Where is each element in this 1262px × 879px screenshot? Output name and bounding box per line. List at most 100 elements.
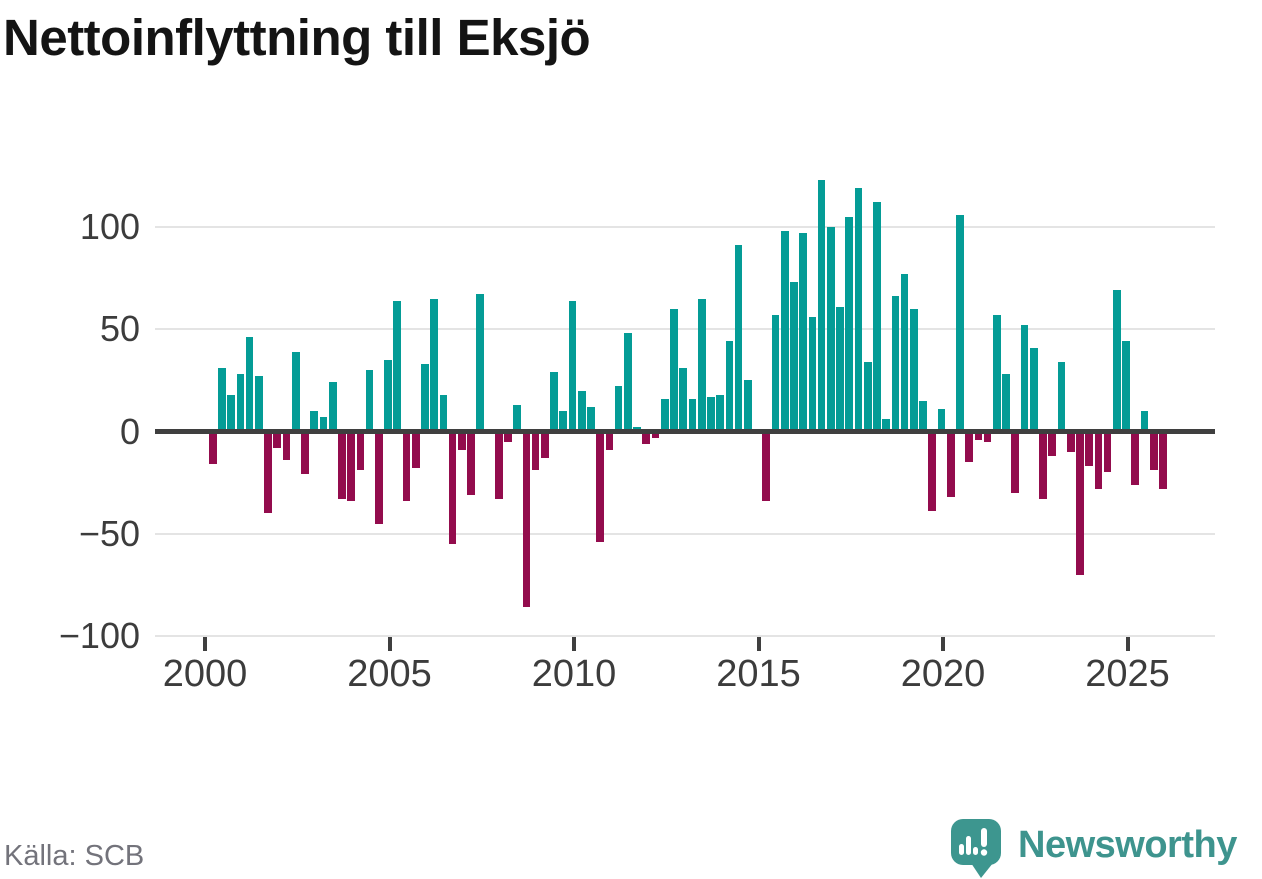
bar-quarter <box>568 300 577 432</box>
bar-quarter <box>273 431 282 448</box>
bar-quarter <box>365 370 374 432</box>
bar-quarter <box>559 411 568 432</box>
bar-quarter <box>863 361 872 432</box>
bar-quarter <box>347 431 355 502</box>
bar-quarter <box>799 233 807 432</box>
bar-quarter <box>624 333 632 432</box>
bar-quarter <box>790 282 798 432</box>
bar-quarter <box>282 431 291 461</box>
bar-quarter <box>817 179 826 432</box>
bar-quarter <box>891 296 900 432</box>
bar-quarter <box>734 245 743 432</box>
bar-quarter <box>900 273 909 432</box>
bar-quarter <box>587 406 595 432</box>
bar-quarter <box>771 314 780 432</box>
bar-quarter <box>873 202 881 432</box>
bar-quarter <box>1048 431 1057 457</box>
bar-quarter <box>965 431 974 463</box>
bar-quarter <box>1039 431 1047 500</box>
bar-quarter <box>780 230 789 432</box>
bar-quarter <box>993 314 1001 432</box>
x-axis-tick <box>1125 637 1130 651</box>
y-gridline <box>155 635 1215 638</box>
bar-quarter <box>476 294 485 432</box>
bar-quarter <box>1094 431 1103 489</box>
bar-quarter <box>421 363 429 432</box>
bar-quarter <box>1066 431 1075 452</box>
bar-quarter <box>605 431 614 450</box>
bar-quarter <box>910 308 918 432</box>
y-axis-label: 0 <box>119 410 140 452</box>
bar-quarter <box>1085 431 1093 467</box>
bar-quarter <box>328 382 337 432</box>
bar-quarter <box>937 408 946 432</box>
bar-quarter <box>338 431 346 500</box>
bar-quarter <box>882 419 890 432</box>
x-axis-label: 2010 <box>531 653 617 695</box>
bar-quarter <box>642 431 651 444</box>
bar-quarter <box>384 359 392 432</box>
bar-quarter <box>1057 361 1066 432</box>
newsworthy-logo-icon <box>950 818 1002 879</box>
bar-quarter <box>956 214 964 432</box>
y-axis-label: 100 <box>79 205 140 247</box>
bar-quarter <box>1149 431 1158 471</box>
bar-quarter <box>448 431 457 545</box>
y-axis-label: −100 <box>58 615 140 657</box>
bar-quarter <box>716 394 724 432</box>
y-axis-label: 50 <box>99 308 140 350</box>
bar-quarter <box>550 372 558 432</box>
bar-quarter <box>356 431 365 471</box>
x-axis-label: 2005 <box>347 653 432 695</box>
chart-title: Nettoinflyttning till Eksjö <box>3 9 591 66</box>
bar-quarter <box>660 398 669 432</box>
bar-quarter <box>522 431 531 608</box>
bar-quarter <box>457 431 466 450</box>
bar-quarter <box>1076 431 1084 575</box>
bar-quarter <box>919 400 927 432</box>
bar-quarter <box>218 368 226 432</box>
y-gridline <box>155 532 1215 535</box>
y-axis-label: −50 <box>78 512 140 554</box>
bar-quarter <box>245 337 254 432</box>
bar-quarter <box>1011 431 1020 493</box>
bar-quarter <box>614 386 623 432</box>
bar-quarter <box>707 396 715 432</box>
bar-quarter <box>541 431 549 459</box>
bar-quarter <box>1103 431 1112 473</box>
x-axis-label: 2025 <box>1085 653 1170 695</box>
bar-quarter <box>319 417 328 432</box>
bar-quarter <box>697 298 706 432</box>
bar-quarter <box>255 376 263 432</box>
bar-quarter <box>1122 341 1130 432</box>
bar-quarter <box>393 300 402 432</box>
bar-quarter <box>430 298 438 432</box>
bar-quarter <box>845 216 854 432</box>
bar-quarter <box>494 431 503 500</box>
newsworthy-branding: Newsworthy <box>950 818 1237 879</box>
bar-quarter <box>467 431 475 495</box>
bar-quarter <box>504 431 512 442</box>
bar-quarter <box>679 368 688 432</box>
bar-quarter <box>946 431 955 497</box>
newsworthy-wordmark: Newsworthy <box>1018 824 1237 866</box>
bar-quarter <box>513 404 521 432</box>
x-axis-label: 2000 <box>162 653 248 695</box>
bar-quarter <box>983 431 992 442</box>
bar-quarter <box>374 431 383 524</box>
x-axis-tick <box>756 637 761 651</box>
bar-quarter <box>596 431 605 542</box>
bar-quarter <box>411 431 420 469</box>
x-axis-tick <box>203 637 207 651</box>
bar-quarter <box>670 308 678 432</box>
x-axis-tick <box>387 637 392 651</box>
zero-baseline <box>155 429 1215 434</box>
bar-quarter <box>1159 431 1167 489</box>
bar-quarter <box>208 431 217 465</box>
source-caption: Källa: SCB <box>4 840 145 872</box>
bar-quarter <box>808 316 817 432</box>
x-axis-label: 2015 <box>716 653 801 695</box>
bar-quarter <box>1112 290 1121 432</box>
bar-quarter <box>1131 431 1140 485</box>
